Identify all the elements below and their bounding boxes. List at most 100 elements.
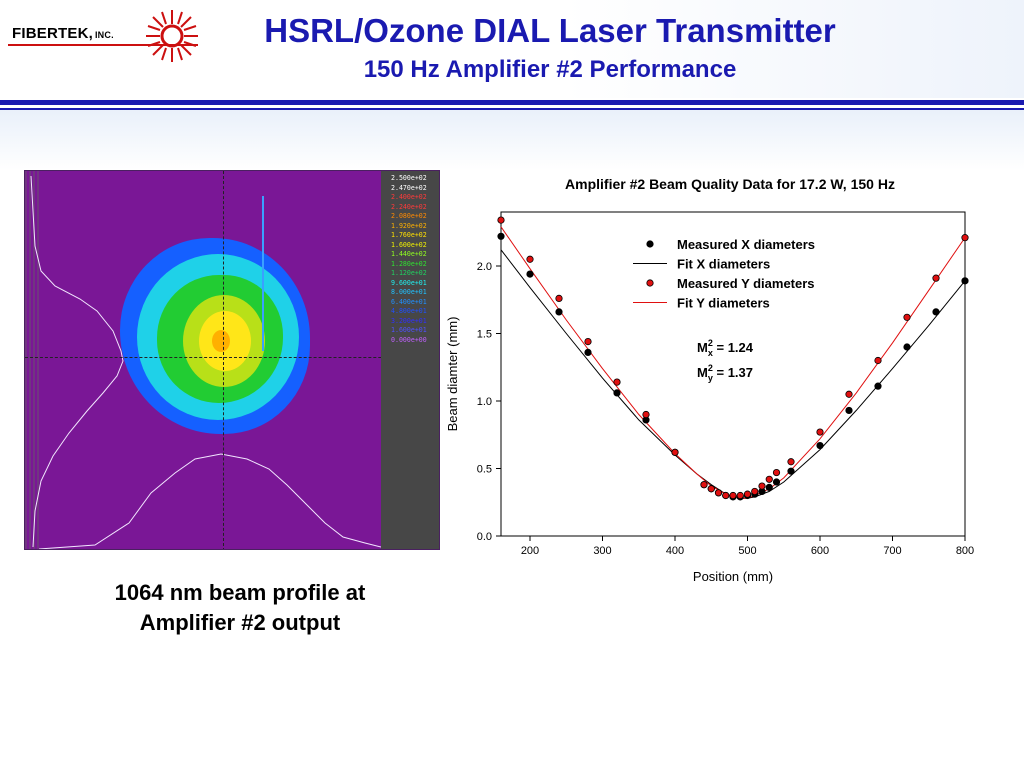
profile-edge-noise	[25, 171, 39, 549]
data-point-x	[845, 406, 853, 415]
data-point-y	[722, 491, 730, 500]
plot-frame	[500, 211, 966, 537]
caption-line-1: 1064 nm beam profile at	[114, 580, 366, 605]
data-point-x	[816, 441, 824, 450]
color-scale-entry: 1.120e+02	[391, 269, 427, 277]
data-point-y	[961, 234, 969, 242]
company-logo: FIBERTEK, INC.	[8, 8, 198, 62]
data-point-y	[765, 475, 773, 483]
x-tick-label: 700	[883, 545, 901, 557]
data-point-y	[613, 378, 621, 386]
chart-title: Amplifier #2 Beam Quality Data for 17.2 …	[565, 176, 895, 192]
data-point-y	[497, 216, 505, 224]
logo-underline	[8, 44, 198, 46]
data-point-y	[671, 448, 679, 456]
x-tick-label: 500	[738, 545, 756, 557]
data-point-y	[555, 294, 563, 302]
m-squared-annotation: M2 x = 1.24	[697, 338, 754, 358]
color-scale-entry: 2.080e+02	[391, 212, 427, 220]
color-scale-entry: 1.280e+02	[391, 259, 427, 268]
data-point-x	[584, 348, 592, 356]
x-tick-label: 600	[811, 545, 829, 557]
caption-line-2: Amplifier #2 output	[139, 610, 341, 635]
data-point-x	[961, 277, 969, 285]
m-squared-annotation: M2 y = 1.37	[697, 363, 753, 383]
data-point-x	[903, 343, 911, 351]
data-point-x	[555, 308, 563, 316]
page-subtitle: 150 Hz Amplifier #2 Performance	[363, 56, 737, 83]
legend-entry: Measured Y diameters	[677, 276, 815, 291]
y-tick-label: 0.0	[477, 531, 492, 543]
beam-quality-chart: Amplifier #2 Beam Quality Data for 17.2 …	[445, 176, 974, 584]
profile-caption: 1064 nm beam profile at Amplifier #2 out…	[40, 578, 440, 638]
color-scale-entry: 9.600e+01	[391, 278, 427, 287]
data-point-y	[787, 458, 795, 466]
color-scale-panel	[381, 171, 439, 549]
color-scale-entry: 1.920e+02	[391, 221, 427, 230]
color-scale-entry: 2.470e+02	[391, 183, 427, 192]
logo-name: FIBERTEK,	[12, 25, 93, 42]
data-point-y	[729, 491, 737, 500]
data-point-y	[874, 356, 882, 365]
profile-crosshair-vertical	[223, 171, 224, 549]
beam-contour-peak	[212, 330, 230, 352]
data-point-y	[736, 491, 744, 500]
vertical-profile-trace	[30, 175, 124, 548]
color-scale-legend: 2.500e+02 2.470e+02 2.400e+02 2.240e+02 2.08…	[391, 174, 439, 345]
data-point-x	[497, 232, 505, 240]
legend-marker	[646, 240, 654, 248]
data-point-x	[772, 478, 781, 486]
color-scale-entry: 1.760e+02	[391, 231, 427, 239]
annotation-base: M	[697, 340, 708, 355]
annotation-subscript: x	[708, 348, 713, 358]
color-scale-entry: 2.500e+02	[391, 174, 427, 182]
x-tick-label: 200	[521, 545, 539, 557]
legend-entry: Measured X diameters	[677, 237, 815, 252]
data-point-y	[758, 482, 766, 490]
data-point-x	[526, 270, 534, 278]
color-scale-entry: 1.440e+02	[391, 250, 427, 258]
logo-suffix: INC.	[94, 30, 114, 40]
x-tick-label: 400	[666, 545, 684, 557]
beam-spike-artifact	[262, 196, 264, 351]
data-point-x	[874, 382, 882, 390]
color-scale-entry: 0.000e+00	[391, 335, 427, 344]
data-point-x	[613, 389, 621, 397]
color-scale-entry: 1.600e+01	[391, 326, 427, 334]
annotation-subscript: y	[708, 373, 713, 383]
data-point-y	[642, 410, 650, 419]
data-point-x	[787, 467, 795, 475]
logo-text: FIBERTEK, INC.	[12, 25, 114, 42]
legend-entry: Fit X diameters	[677, 257, 770, 272]
x-tick-label: 800	[956, 545, 974, 557]
annotation-superscript: 2	[708, 338, 713, 348]
data-point-y	[932, 274, 940, 282]
data-point-y	[743, 490, 752, 498]
data-point-y	[772, 468, 781, 477]
data-point-x	[765, 483, 773, 491]
color-scale-entry: 1.600e+02	[391, 240, 427, 249]
page-title: HSRL/Ozone DIAL Laser Transmitter	[264, 12, 836, 49]
color-scale-entry: 2.400e+02	[391, 193, 427, 201]
color-scale-entry: 8.000e+01	[391, 288, 427, 296]
data-point-y	[700, 481, 708, 489]
y-tick-label: 1.0	[477, 396, 492, 408]
header-divider-thin	[0, 108, 1024, 110]
annotation-value: = 1.37	[713, 365, 753, 380]
y-tick-label: 0.5	[477, 464, 492, 476]
data-point-y	[526, 255, 534, 263]
data-point-y	[584, 338, 592, 346]
data-point-y	[816, 428, 824, 436]
header-divider-thick	[0, 100, 1024, 105]
color-scale-entry: 2.240e+02	[391, 202, 427, 211]
data-point-y	[845, 390, 853, 398]
profile-crosshair-horizontal	[25, 357, 439, 358]
legend-marker	[646, 279, 654, 287]
color-scale-entry: 6.400e+01	[391, 297, 427, 306]
annotation-value: = 1.24	[713, 340, 754, 355]
slide-header: FIBERTEK, INC. HSRL/Ozone DIAL Laser Tran…	[0, 0, 1024, 98]
data-point-y	[903, 313, 911, 321]
beam-cross-section-traces	[30, 175, 381, 549]
data-point-y	[714, 489, 723, 497]
color-scale-entry: 3.200e+01	[391, 316, 427, 325]
